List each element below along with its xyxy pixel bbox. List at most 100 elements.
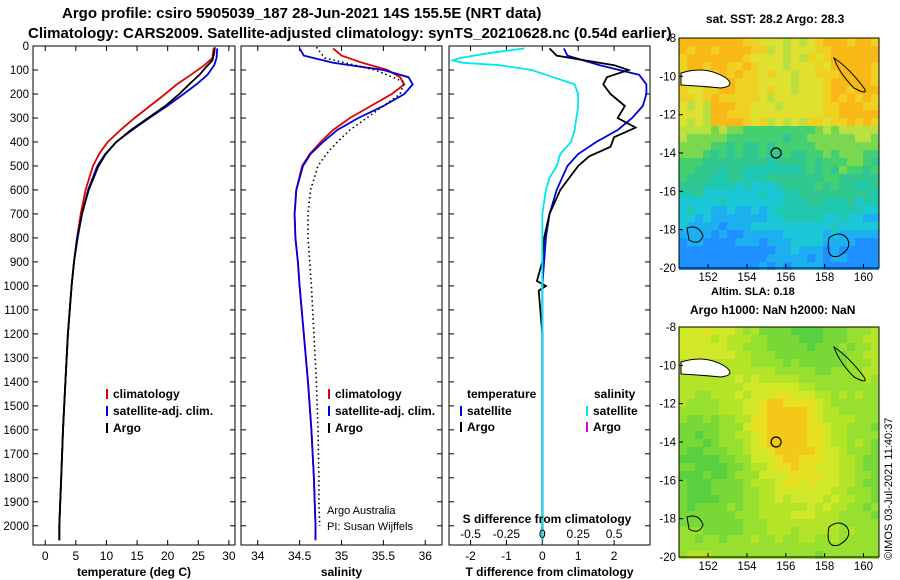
map-cell: [839, 527, 847, 535]
map-cell: [687, 198, 695, 206]
map-cell: [759, 455, 767, 463]
map-cell: [831, 134, 839, 142]
map-cell: [743, 78, 751, 86]
map-cell: [679, 543, 687, 551]
map-cell: [687, 62, 695, 70]
map-cell: [687, 222, 695, 230]
map-cell: [751, 359, 759, 367]
map-cell: [719, 150, 727, 158]
map-cell: [711, 198, 719, 206]
map-cell: [679, 214, 687, 222]
map-cell: [687, 174, 695, 182]
map-cell: [855, 102, 863, 110]
map-cell: [807, 343, 815, 351]
map-cell: [823, 431, 831, 439]
map-cell: [839, 407, 847, 415]
map-cell: [679, 503, 687, 511]
map-cell: [863, 182, 871, 190]
map-cell: [807, 487, 815, 495]
map-cell: [767, 447, 775, 455]
legend-label: satellite-adj. clim.: [113, 404, 213, 418]
map-cell: [839, 174, 847, 182]
map-cell: [679, 38, 687, 46]
map-cell: [767, 102, 775, 110]
map-cell: [703, 415, 711, 423]
map-cell: [767, 479, 775, 487]
map-cell: [679, 455, 687, 463]
map-cell: [863, 407, 871, 415]
map-cell: [855, 471, 863, 479]
imos-credit: ©IMOS 03-Jul-2021 11:40:37: [883, 417, 895, 560]
map-cell: [823, 527, 831, 535]
map-cell: [703, 62, 711, 70]
map-cell: [815, 519, 823, 527]
map-cell: [711, 150, 719, 158]
map-cell: [687, 495, 695, 503]
map-cell: [727, 246, 735, 254]
map-cell: [679, 335, 687, 343]
map-cell: [839, 351, 847, 359]
map-cell: [831, 487, 839, 495]
map-cell: [775, 118, 783, 126]
map-cell: [679, 391, 687, 399]
map-cell: [727, 134, 735, 142]
x-tick-label: 34: [251, 549, 265, 563]
map-cell: [759, 182, 767, 190]
map-cell: [863, 126, 871, 134]
map-cell: [863, 391, 871, 399]
map-cell: [791, 206, 799, 214]
map-cell: [831, 158, 839, 166]
map-cell: [807, 78, 815, 86]
map-cell: [687, 439, 695, 447]
map-cell: [839, 142, 847, 150]
map-cell: [799, 222, 807, 230]
map-cell: [831, 166, 839, 174]
map-cell: [799, 527, 807, 535]
map-cell: [719, 423, 727, 431]
map-cell: [775, 503, 783, 511]
map-cell: [759, 198, 767, 206]
map-cell: [719, 527, 727, 535]
map-cell: [871, 206, 879, 214]
map-cell: [775, 543, 783, 551]
map-cell: [847, 62, 855, 70]
map-cell: [687, 150, 695, 158]
map-cell: [839, 190, 847, 198]
map-cell: [839, 399, 847, 407]
map-cell: [695, 150, 703, 158]
map-cell: [703, 463, 711, 471]
map-cell: [839, 423, 847, 431]
map-cell: [815, 38, 823, 46]
map-cell: [719, 62, 727, 70]
map-cell: [727, 439, 735, 447]
map-cell: [759, 54, 767, 62]
map-cell: [759, 519, 767, 527]
map-cell: [695, 479, 703, 487]
map-cell: [831, 198, 839, 206]
map-cell: [695, 415, 703, 423]
map-cell: [743, 399, 751, 407]
map-cell: [847, 423, 855, 431]
y-tick-label: 0: [23, 41, 29, 53]
map-cell: [871, 78, 879, 86]
map-cell: [743, 463, 751, 471]
map-cell: [719, 503, 727, 511]
map-cell: [735, 62, 743, 70]
map-cell: [823, 118, 831, 126]
figure-title-line-1: Argo profile: csiro 5905039_187 28-Jun-2…: [62, 5, 542, 22]
map-cell: [871, 487, 879, 495]
legend-label: satellite: [467, 404, 512, 418]
map-cell: [759, 343, 767, 351]
map-cell: [751, 62, 759, 70]
map-cell: [839, 126, 847, 134]
map-cell: [679, 399, 687, 407]
map-cell: [687, 399, 695, 407]
map-cell: [807, 182, 815, 190]
map-cell: [815, 463, 823, 471]
map-cell: [783, 407, 791, 415]
map-cell: [831, 38, 839, 46]
map-cell: [823, 471, 831, 479]
map-cell: [871, 166, 879, 174]
map-cell: [759, 375, 767, 383]
y-tick-label: 600: [10, 185, 29, 197]
